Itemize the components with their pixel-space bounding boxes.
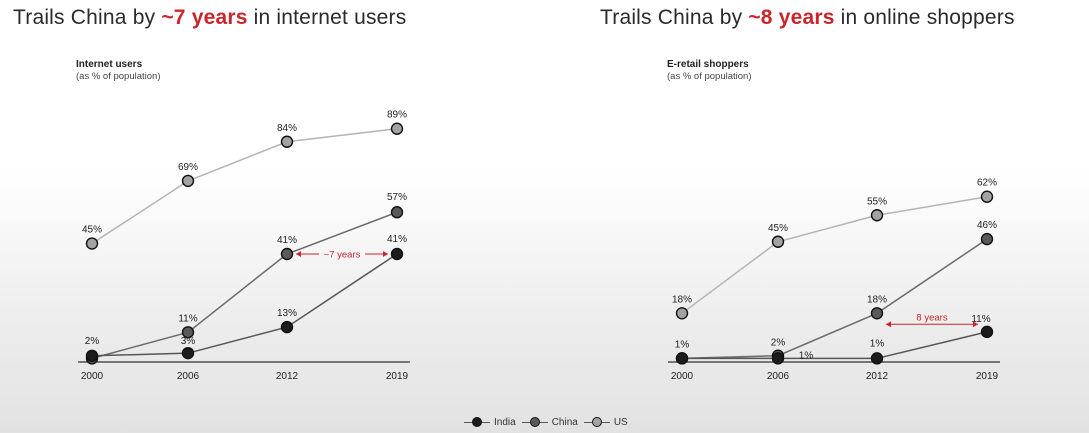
x-tick-label: 2006 (767, 371, 790, 382)
data-point-us (771, 235, 785, 248)
data-point-us (675, 307, 689, 320)
data-label-india: 41% (387, 234, 407, 245)
chart-title-e-retail-shoppers: E-retail shoppers (667, 59, 749, 70)
data-point-us (980, 190, 994, 203)
legend-dot-india (472, 417, 482, 427)
legend-swatch (521, 417, 548, 427)
x-tick-label: 2019 (386, 371, 409, 382)
data-point-india (675, 352, 689, 365)
annotation-label: ~7 years (324, 249, 361, 260)
data-label-us: 18% (672, 294, 692, 305)
chart-subtitle-internet-users: (as % of population) (76, 71, 161, 82)
data-label-us: 89% (387, 110, 407, 121)
data-point-india (280, 320, 294, 334)
data-label-india: 3% (181, 336, 196, 347)
x-tick-label: 2012 (276, 371, 299, 382)
heading-suffix: in internet users (247, 6, 407, 29)
data-label-china: 18% (867, 294, 887, 305)
annotation-label: 8 years (916, 312, 947, 323)
legend-label-india: India (494, 416, 516, 428)
data-point-china (390, 206, 404, 219)
series-line-china (681, 238, 988, 360)
data-label-china: 2% (771, 338, 786, 349)
data-label-india: 1% (870, 338, 885, 349)
data-label-us: 62% (977, 178, 997, 189)
data-label-us: 45% (768, 223, 788, 234)
annotation-arrow (886, 321, 978, 328)
data-label-india: 2% (85, 336, 100, 347)
x-tick-label: 2000 (671, 371, 694, 382)
data-point-india (181, 346, 195, 360)
data-label-india: 1% (675, 339, 690, 350)
data-label-india: 13% (277, 308, 297, 319)
legend: India China US (464, 415, 634, 429)
data-label-india: 11% (971, 314, 990, 325)
data-point-india (870, 352, 884, 365)
series-line-india (91, 253, 398, 357)
data-point-us (85, 237, 99, 250)
data-label-china: 41% (277, 235, 297, 246)
legend-label-us: US (613, 416, 628, 428)
data-label-us: 69% (178, 162, 198, 173)
x-tick-label: 2006 (177, 371, 200, 382)
data-label-us: 45% (82, 225, 102, 236)
series-line-india (682, 331, 988, 360)
heading-prefix: Trails China by (600, 6, 749, 29)
data-point-us (181, 174, 195, 188)
heading-suffix: in online shoppers (834, 6, 1015, 29)
heading-internet-users: Trails China by ~7 years in internet use… (13, 6, 406, 30)
data-point-china (280, 247, 294, 261)
data-label-china: 57% (387, 192, 407, 203)
series-line-us (91, 127, 398, 245)
series-line-us (681, 195, 988, 314)
data-label-us: 84% (277, 123, 297, 134)
legend-label-china: China (551, 416, 578, 428)
data-point-india (390, 247, 404, 261)
data-label-india: 1% (799, 350, 814, 361)
chart-subtitle-e-retail-shoppers: (as % of population) (667, 71, 752, 82)
heading-highlight: ~8 years (748, 6, 835, 29)
chart-title-internet-users: Internet users (76, 59, 143, 70)
data-point-china (870, 307, 884, 320)
x-tick-label: 2012 (866, 371, 889, 382)
data-point-india (980, 325, 994, 339)
legend-dot-us (591, 417, 602, 427)
data-point-china (980, 232, 994, 246)
legend-swatch (583, 417, 610, 427)
data-point-china (181, 326, 195, 339)
data-point-india (771, 352, 785, 365)
data-point-us (870, 209, 884, 222)
heading-highlight: ~7 years (161, 6, 248, 29)
data-point-india (85, 349, 99, 362)
series-line-china (91, 211, 398, 360)
x-tick-label: 2019 (976, 371, 999, 382)
data-point-us (390, 122, 404, 135)
x-tick-label: 2000 (81, 371, 104, 382)
legend-item-china: China (521, 416, 578, 428)
heading-online-shoppers: Trails China by ~8 years in online shopp… (600, 6, 1015, 30)
legend-item-india: India (464, 417, 516, 428)
legend-dot-china (529, 417, 540, 427)
heading-prefix: Trails China by (13, 6, 162, 29)
data-label-china: 11% (178, 313, 197, 324)
data-label-us: 55% (867, 196, 887, 207)
data-label-china: 46% (977, 220, 997, 231)
annotation-arrow (296, 250, 388, 257)
data-point-us (280, 135, 294, 148)
legend-swatch (464, 417, 490, 427)
legend-item-us: US (583, 416, 628, 428)
